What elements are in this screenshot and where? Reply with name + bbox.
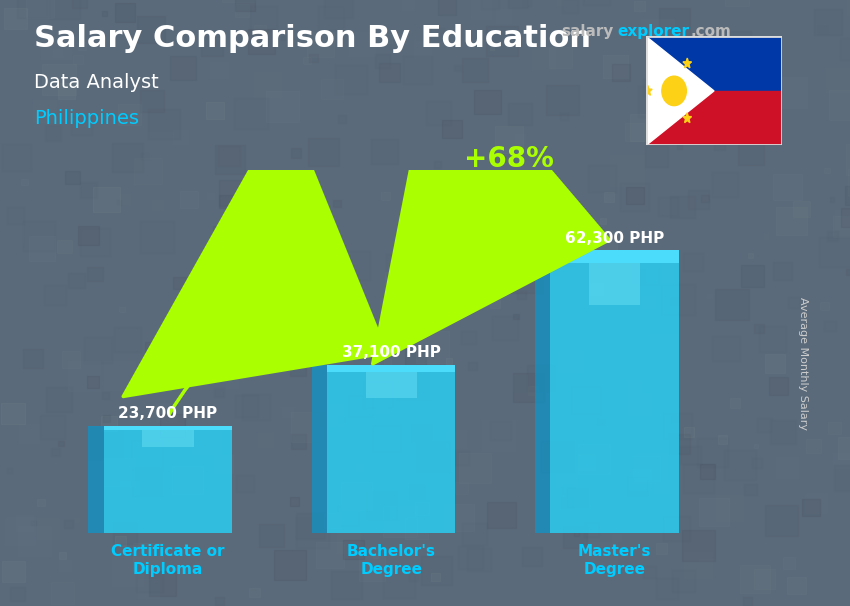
Bar bbox=[646, 91, 782, 145]
Text: Philippines: Philippines bbox=[34, 109, 139, 128]
Polygon shape bbox=[646, 36, 714, 145]
Bar bbox=[327, 365, 456, 533]
Bar bbox=[366, 372, 417, 398]
Text: +68%: +68% bbox=[463, 145, 553, 173]
Bar bbox=[327, 365, 456, 372]
Bar bbox=[535, 250, 550, 533]
FancyArrowPatch shape bbox=[123, 105, 387, 414]
Text: .com: .com bbox=[690, 24, 731, 39]
Polygon shape bbox=[683, 58, 692, 68]
Text: Salary Comparison By Education: Salary Comparison By Education bbox=[34, 24, 591, 53]
Text: 37,100 PHP: 37,100 PHP bbox=[342, 345, 440, 360]
Bar bbox=[104, 425, 232, 430]
Bar bbox=[142, 430, 194, 447]
Text: Average Monthly Salary: Average Monthly Salary bbox=[798, 297, 808, 430]
Text: 62,300 PHP: 62,300 PHP bbox=[565, 230, 664, 245]
Polygon shape bbox=[683, 113, 692, 122]
Bar bbox=[88, 425, 104, 533]
Text: salary: salary bbox=[561, 24, 614, 39]
Bar bbox=[550, 250, 679, 533]
Text: explorer: explorer bbox=[617, 24, 689, 39]
Text: Data Analyst: Data Analyst bbox=[34, 73, 159, 92]
Bar bbox=[312, 365, 327, 533]
Bar bbox=[646, 36, 782, 91]
Bar bbox=[589, 263, 640, 305]
FancyArrowPatch shape bbox=[373, 36, 609, 364]
Polygon shape bbox=[643, 85, 652, 95]
Text: 23,700 PHP: 23,700 PHP bbox=[118, 406, 218, 421]
Circle shape bbox=[662, 76, 686, 105]
Bar bbox=[104, 425, 232, 533]
Text: +57%: +57% bbox=[241, 278, 330, 306]
Bar bbox=[550, 250, 679, 263]
